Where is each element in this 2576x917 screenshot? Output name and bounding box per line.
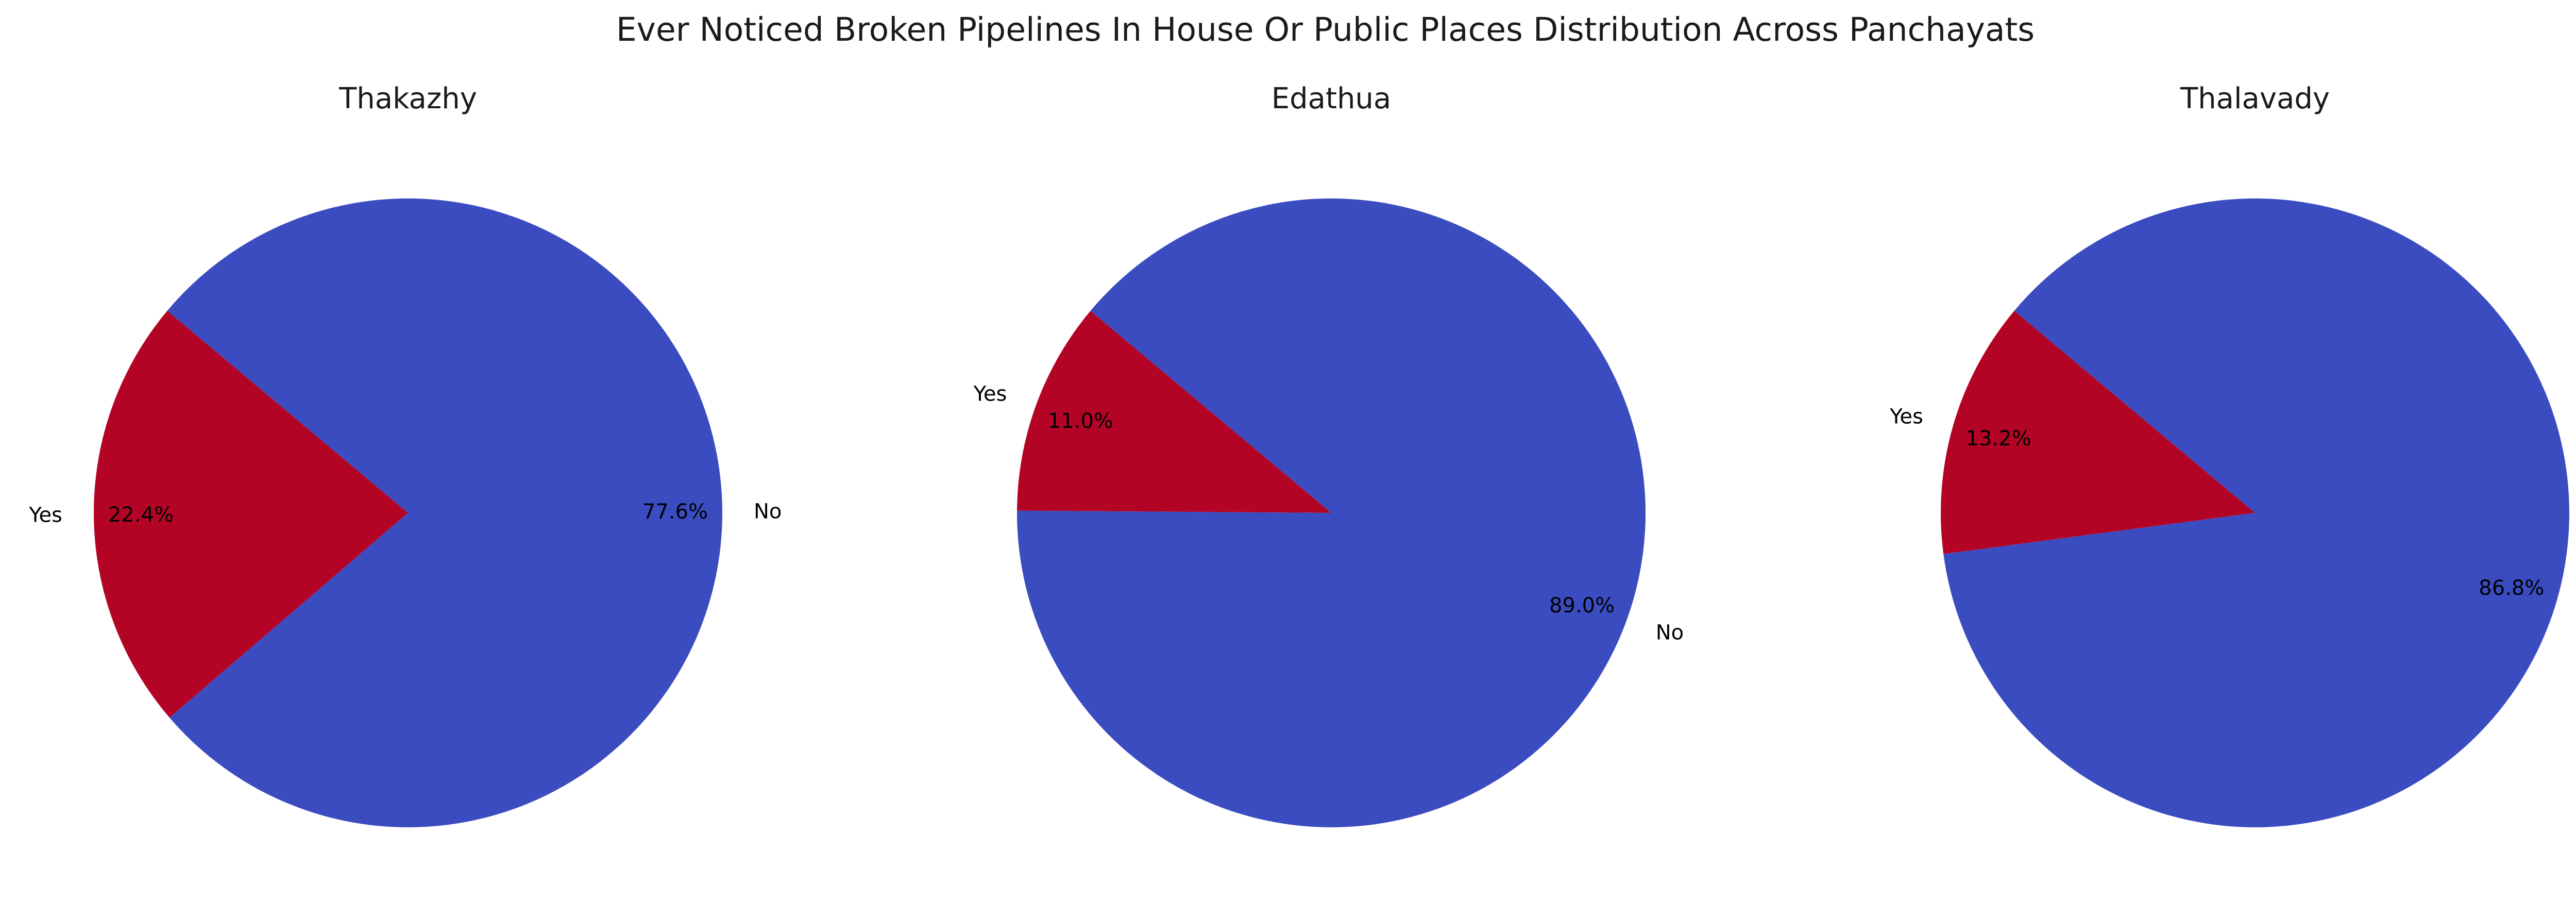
pie-thakazhy: Thakazhy Yes 22.4% No 77.6% <box>28 82 782 828</box>
figure-title: Ever Noticed Broken Pipelines In House O… <box>616 11 2035 48</box>
pie-title-edathua: Edathua <box>1272 82 1392 115</box>
slice-label-thakazhy-no: No <box>754 499 782 523</box>
pct-label-thakazhy-no: 77.6% <box>642 500 708 524</box>
pie-slice-thakazhy-no <box>167 198 722 828</box>
slice-label-edathua-yes: Yes <box>973 382 1007 406</box>
pie-slice-thalavady-yes <box>1941 310 2255 554</box>
pie-slice-thalavady-no <box>1943 198 2570 827</box>
slice-label-thalavady-yes: Yes <box>1889 405 1923 428</box>
pie-edathua: Edathua Yes 11.0% No 89.0% <box>973 82 1684 828</box>
pie-slice-edathua-no <box>1016 198 1646 828</box>
pct-label-edathua-yes: 11.0% <box>1048 409 1113 433</box>
slice-label-thakazhy-yes: Yes <box>28 504 62 527</box>
pie-title-thalavady: Thalavady <box>2180 82 2330 115</box>
pie-slice-edathua-yes <box>1017 310 1331 513</box>
pct-label-thalavady-yes: 13.2% <box>1966 427 2031 451</box>
slice-label-edathua-no: No <box>1656 621 1684 645</box>
pct-label-thakazhy-yes: 22.4% <box>108 503 174 527</box>
pie-slice-thakazhy-yes <box>93 310 409 718</box>
pct-label-thalavady-no: 86.8% <box>2479 576 2544 600</box>
pct-label-edathua-no: 89.0% <box>1549 594 1615 618</box>
pie-title-thakazhy: Thakazhy <box>338 82 477 115</box>
